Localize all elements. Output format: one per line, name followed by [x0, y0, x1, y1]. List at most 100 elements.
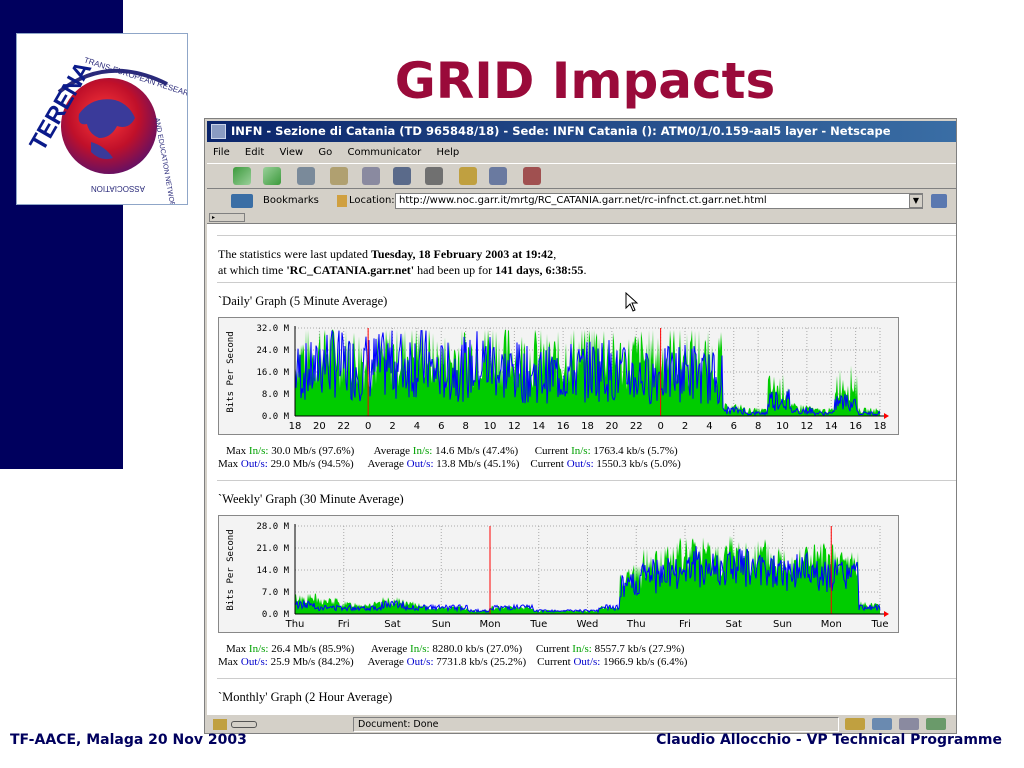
netscape-icon[interactable]: [393, 167, 411, 185]
back-icon[interactable]: [233, 167, 251, 185]
label-out: Out/s:: [573, 656, 601, 668]
chevron-down-icon[interactable]: ▼: [909, 194, 923, 208]
label-out: Out/s:: [240, 656, 268, 668]
y-tick-label: 16.0 M: [256, 368, 289, 378]
menu-help[interactable]: Help: [436, 147, 460, 158]
divider: [217, 678, 956, 679]
svg-text:ASSOCIATION: ASSOCIATION: [91, 184, 145, 193]
daily-max-out: 29.0 Mb/s (94.5%): [270, 458, 354, 470]
menu-go[interactable]: Go: [318, 147, 333, 158]
daily-max-in: 30.0 Mb/s (97.6%): [271, 445, 355, 457]
url-field[interactable]: http://www.noc.garr.it/mrtg/RC_CATANIA.g…: [395, 193, 923, 209]
navigator-icon[interactable]: [845, 718, 865, 730]
label-average: Average: [367, 458, 404, 470]
label-max: Max: [226, 643, 247, 655]
y-axis-label: Bits Per Second: [226, 331, 236, 412]
label-max: Max: [218, 458, 239, 470]
uptime-host: 'RC_CATANIA.garr.net': [286, 263, 415, 277]
shop-icon[interactable]: [489, 167, 507, 185]
personal-toolbar: ▸: [207, 213, 956, 222]
y-tick-label: 8.0 M: [262, 390, 290, 400]
collapse-toolbar-button[interactable]: ▸: [209, 213, 245, 222]
x-tick-label: 6: [731, 421, 737, 432]
x-tick-label: Thu: [626, 619, 646, 630]
daily-graph: Bits Per Second 32.0 M 24.0 M 16.0 M 8.0 M 0.…: [218, 317, 899, 435]
menu-communicator[interactable]: Communicator: [347, 147, 422, 158]
divider: [217, 282, 956, 283]
uptime-middle: had been up for: [414, 263, 496, 277]
x-tick-label: 20: [313, 421, 326, 432]
mail-icon[interactable]: [872, 718, 893, 730]
daily-avg-out: 13.8 Mb/s (45.1%): [436, 458, 520, 470]
x-tick-label: 8: [755, 421, 761, 432]
x-tick-label: Sat: [384, 619, 400, 630]
label-out: Out/s:: [406, 458, 434, 470]
label-out: Out/s:: [406, 656, 434, 668]
weekly-avg-out: 7731.8 kb/s (25.2%): [436, 656, 527, 668]
x-tick-label: 16: [557, 421, 570, 432]
x-tick-label: Thu: [285, 619, 305, 630]
daily-traffic-chart: Bits Per Second 32.0 M 24.0 M 16.0 M 8.0 M 0.…: [226, 324, 889, 432]
composer-icon[interactable]: [926, 718, 947, 730]
menu-view[interactable]: View: [279, 147, 304, 158]
lock-icon[interactable]: [213, 719, 227, 730]
x-tick-label: 14: [532, 421, 545, 432]
svg-text:AND EDUCATION NETWORKING: AND EDUCATION NETWORKING: [153, 117, 179, 204]
location-label: Location:: [349, 195, 395, 206]
x-tick-label: 4: [414, 421, 420, 432]
bookmarks-icon[interactable]: [231, 194, 253, 208]
label-current: Current: [530, 458, 564, 470]
label-in: In/s:: [572, 643, 592, 655]
x-tick-label: 6: [438, 421, 444, 432]
mouse-pointer-icon: [625, 292, 639, 312]
weekly-cur-in: 8557.7 kb/s (27.9%): [594, 643, 685, 655]
label-in: In/s:: [248, 445, 269, 457]
x-axis-arrow-icon: [884, 611, 889, 617]
forward-icon[interactable]: [263, 167, 281, 185]
label-average: Average: [367, 656, 404, 668]
x-tick-label: 2: [389, 421, 395, 432]
status-bar: Document: Done: [207, 716, 956, 733]
divider: [217, 235, 956, 236]
label-average: Average: [370, 643, 408, 655]
label-max: Max: [226, 445, 247, 457]
x-tick-label: Sun: [432, 619, 451, 630]
daily-cur-out: 1550.3 kb/s (5.0%): [596, 458, 681, 470]
x-axis-arrow-icon: [884, 413, 889, 419]
label-in: In/s:: [248, 643, 269, 655]
search-icon[interactable]: [362, 167, 380, 185]
x-tick-label: 12: [508, 421, 521, 432]
component-bar: [845, 718, 953, 731]
daily-graph-title: `Daily' Graph (5 Minute Average): [218, 294, 388, 308]
y-tick-label: 14.0 M: [256, 566, 289, 576]
menu-edit[interactable]: Edit: [244, 147, 265, 158]
location-icon: [337, 195, 347, 207]
menu-bar: File Edit View Go Communicator Help: [207, 144, 956, 162]
x-tick-label: Tue: [870, 619, 888, 630]
security-icon[interactable]: [459, 167, 477, 185]
x-tick-label: 22: [630, 421, 643, 432]
label-out: Out/s:: [566, 458, 594, 470]
x-tick-label: 20: [606, 421, 619, 432]
uptime-value: 141 days, 6:38:55: [495, 263, 584, 277]
bookmarks-button[interactable]: Bookmarks: [263, 195, 319, 206]
menu-file[interactable]: File: [213, 147, 230, 158]
weekly-stats-out: Max Out/s: 25.9 Mb/s (84.2%) Average Out…: [218, 656, 687, 669]
label-in: In/s:: [410, 643, 430, 655]
weekly-stats-in: Max In/s: 26.4 Mb/s (85.9%) Average In/s…: [226, 643, 684, 656]
label-current: Current: [535, 643, 570, 655]
label-out: Out/s:: [240, 458, 268, 470]
whats-related-icon[interactable]: [931, 194, 947, 208]
reload-icon[interactable]: [297, 167, 315, 185]
discussion-icon[interactable]: [899, 718, 920, 730]
x-tick-label: Fri: [679, 619, 691, 630]
home-icon[interactable]: [330, 167, 348, 185]
uptime-suffix: .: [583, 263, 587, 277]
x-tick-label: Wed: [577, 619, 599, 630]
updated-line: The statistics were last updated Tuesday…: [218, 247, 556, 262]
netscape-window: INFN - Sezione di Catania (TD 965848/18)…: [204, 118, 957, 734]
print-icon[interactable]: [425, 167, 443, 185]
stop-icon[interactable]: [523, 167, 541, 185]
status-text: Document: Done: [353, 717, 839, 732]
